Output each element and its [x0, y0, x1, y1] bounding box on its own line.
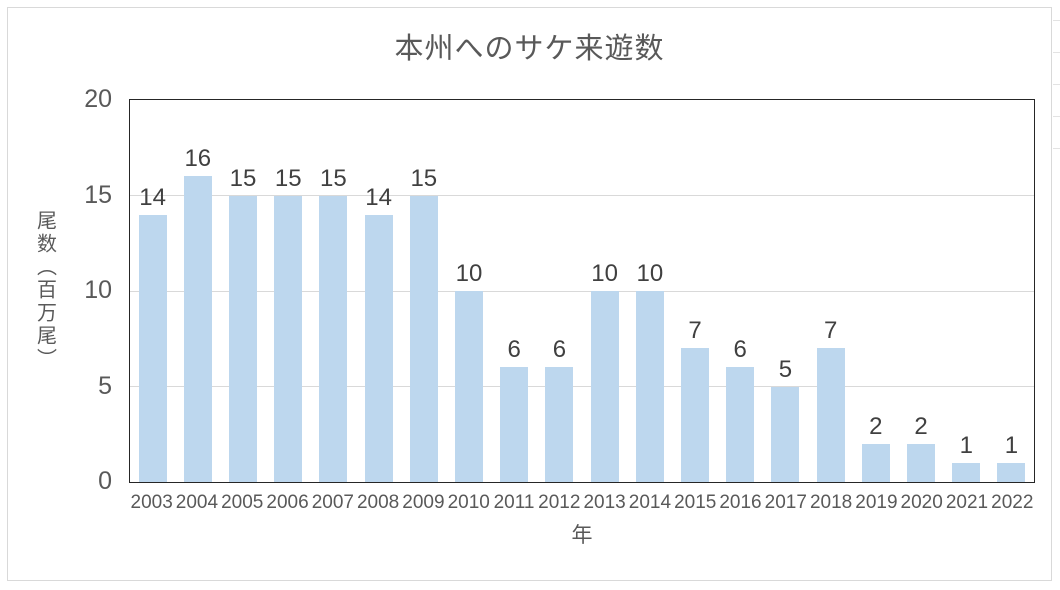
- bar-2017: [771, 386, 800, 482]
- x-tick-label: 2009: [402, 492, 445, 513]
- bar-value-label: 7: [823, 317, 838, 345]
- bar-2008: [364, 214, 393, 482]
- bar-value-label: 15: [229, 164, 257, 192]
- bar-value-label: 10: [591, 260, 618, 287]
- bar-slot-2003: 14: [130, 100, 175, 482]
- gridline: [130, 386, 1034, 387]
- bar-2020: [907, 443, 936, 482]
- bar-2018: [816, 348, 845, 482]
- bar-slot-2016: 6: [718, 100, 763, 482]
- bar-slot-2007: 15: [311, 100, 356, 482]
- x-tick-label: 2013: [583, 492, 626, 513]
- bar-value-label: 2: [914, 412, 928, 440]
- bar-2014: [635, 291, 664, 482]
- x-tick-label: 2010: [447, 492, 490, 513]
- plot-area: 14 16 15 15 15 14 15 10 6 6 10 10 7 6 5 7 2 2 1 1: [129, 99, 1035, 483]
- y-tick-label: 0: [98, 467, 112, 495]
- bar-2004: [183, 176, 212, 482]
- bar-slot-2015: 7: [672, 100, 717, 482]
- y-axis-title: 尾数（百万尾）: [33, 209, 56, 371]
- bar-2016: [726, 367, 755, 482]
- y-tick-label: 10: [84, 276, 112, 304]
- bar-2022: [997, 462, 1026, 482]
- bar-2013: [590, 291, 619, 482]
- x-tick-label: 2012: [538, 492, 581, 513]
- x-tick-label: 2019: [855, 492, 898, 513]
- bar-value-label: 10: [455, 260, 483, 287]
- bar-slot-2010: 10: [446, 100, 491, 482]
- y-tick-label: 15: [84, 180, 112, 209]
- bar-value-label: 6: [552, 336, 567, 364]
- bar-value-label: 2: [869, 412, 883, 440]
- bar-value-label: 6: [507, 336, 521, 364]
- bar-slot-2005: 15: [220, 100, 265, 482]
- x-tick-label: 2014: [628, 492, 672, 513]
- bar-2005: [229, 195, 257, 482]
- bar-slot-2014: 10: [627, 100, 672, 482]
- x-axis-title: 年: [571, 524, 593, 547]
- bar-2012: [545, 367, 574, 482]
- chart: 本州へのサケ来遊数 尾数（百万尾） 20 15 10 5 0 14 16 15 15 15 14 1…: [7, 7, 1052, 581]
- x-tick-label: 2006: [266, 492, 309, 513]
- bar-slot-2011: 6: [492, 100, 537, 482]
- bar-value-label: 15: [274, 164, 302, 192]
- bar-slot-2020: 2: [898, 100, 943, 482]
- x-tick-label: 2015: [674, 492, 717, 513]
- bar-value-label: 10: [636, 260, 664, 287]
- bar-value-label: 1: [959, 431, 973, 459]
- bar-value-label: 6: [733, 336, 747, 364]
- bar-value-label: 1: [1004, 431, 1019, 459]
- x-tick-label: 2021: [945, 492, 989, 513]
- bar-2009: [409, 195, 438, 482]
- bar-slot-2012: 6: [537, 100, 582, 482]
- gridline: [130, 290, 1034, 292]
- x-tick-label: 2018: [809, 492, 853, 513]
- spreadsheet-row-gridlines: [1053, 0, 1060, 160]
- bar-value-label: 15: [320, 164, 347, 192]
- x-tick-label: 2003: [130, 492, 173, 513]
- x-tick-label: 2011: [493, 492, 535, 513]
- bar-slot-2021: 1: [944, 100, 989, 482]
- bar-2021: [952, 462, 981, 482]
- y-axis-ticks: 20 15 10 5 0: [8, 8, 112, 580]
- chart-title: 本州へのサケ来遊数: [394, 33, 665, 65]
- bar-value-label: 15: [410, 164, 438, 192]
- x-tick-label: 2020: [900, 492, 943, 513]
- bar-2011: [500, 367, 529, 482]
- bar-slot-2013: 10: [582, 100, 627, 482]
- x-tick-label: 2017: [764, 492, 807, 513]
- bar-slot-2017: 5: [763, 100, 808, 482]
- x-tick-label: 2022: [991, 492, 1034, 513]
- bar-slot-2018: 7: [808, 100, 853, 482]
- x-tick-label: 2007: [311, 492, 354, 513]
- gridline: [130, 195, 1034, 196]
- x-tick-label: 2008: [356, 492, 400, 513]
- bar-series: 14 16 15 15 15 14 15 10 6 6 10 10 7 6 5 7 2 2 1 1: [130, 100, 1034, 482]
- bar-2006: [274, 195, 303, 482]
- bar-slot-2006: 15: [266, 100, 311, 482]
- bar-2007: [319, 195, 348, 482]
- x-tick-label: 2016: [719, 492, 762, 513]
- bar-slot-2008: 14: [356, 100, 401, 482]
- bar-2015: [681, 348, 710, 482]
- bar-slot-2022: 1: [989, 100, 1034, 482]
- bar-value-label: 14: [365, 183, 392, 211]
- bar-slot-2009: 15: [401, 100, 446, 482]
- y-tick-label: 20: [84, 85, 112, 113]
- bar-value-label: 14: [139, 183, 166, 211]
- bar-value-label: 16: [184, 145, 212, 173]
- bar-2003: [138, 214, 167, 482]
- bar-value-label: 5: [778, 355, 793, 383]
- gridlines: [130, 100, 1034, 482]
- x-tick-label: 2005: [221, 492, 264, 513]
- x-tick-label: 2004: [175, 492, 219, 513]
- bar-2010: [455, 291, 484, 482]
- bar-slot-2004: 16: [175, 100, 220, 482]
- y-tick-label: 5: [98, 371, 112, 400]
- bar-slot-2019: 2: [853, 100, 898, 482]
- bar-2019: [861, 443, 890, 482]
- x-axis-ticks: 2003 2004 2005 2006 2007 2008 2009 2010 2011 2012…: [129, 491, 1035, 517]
- bar-value-label: 7: [688, 317, 702, 345]
